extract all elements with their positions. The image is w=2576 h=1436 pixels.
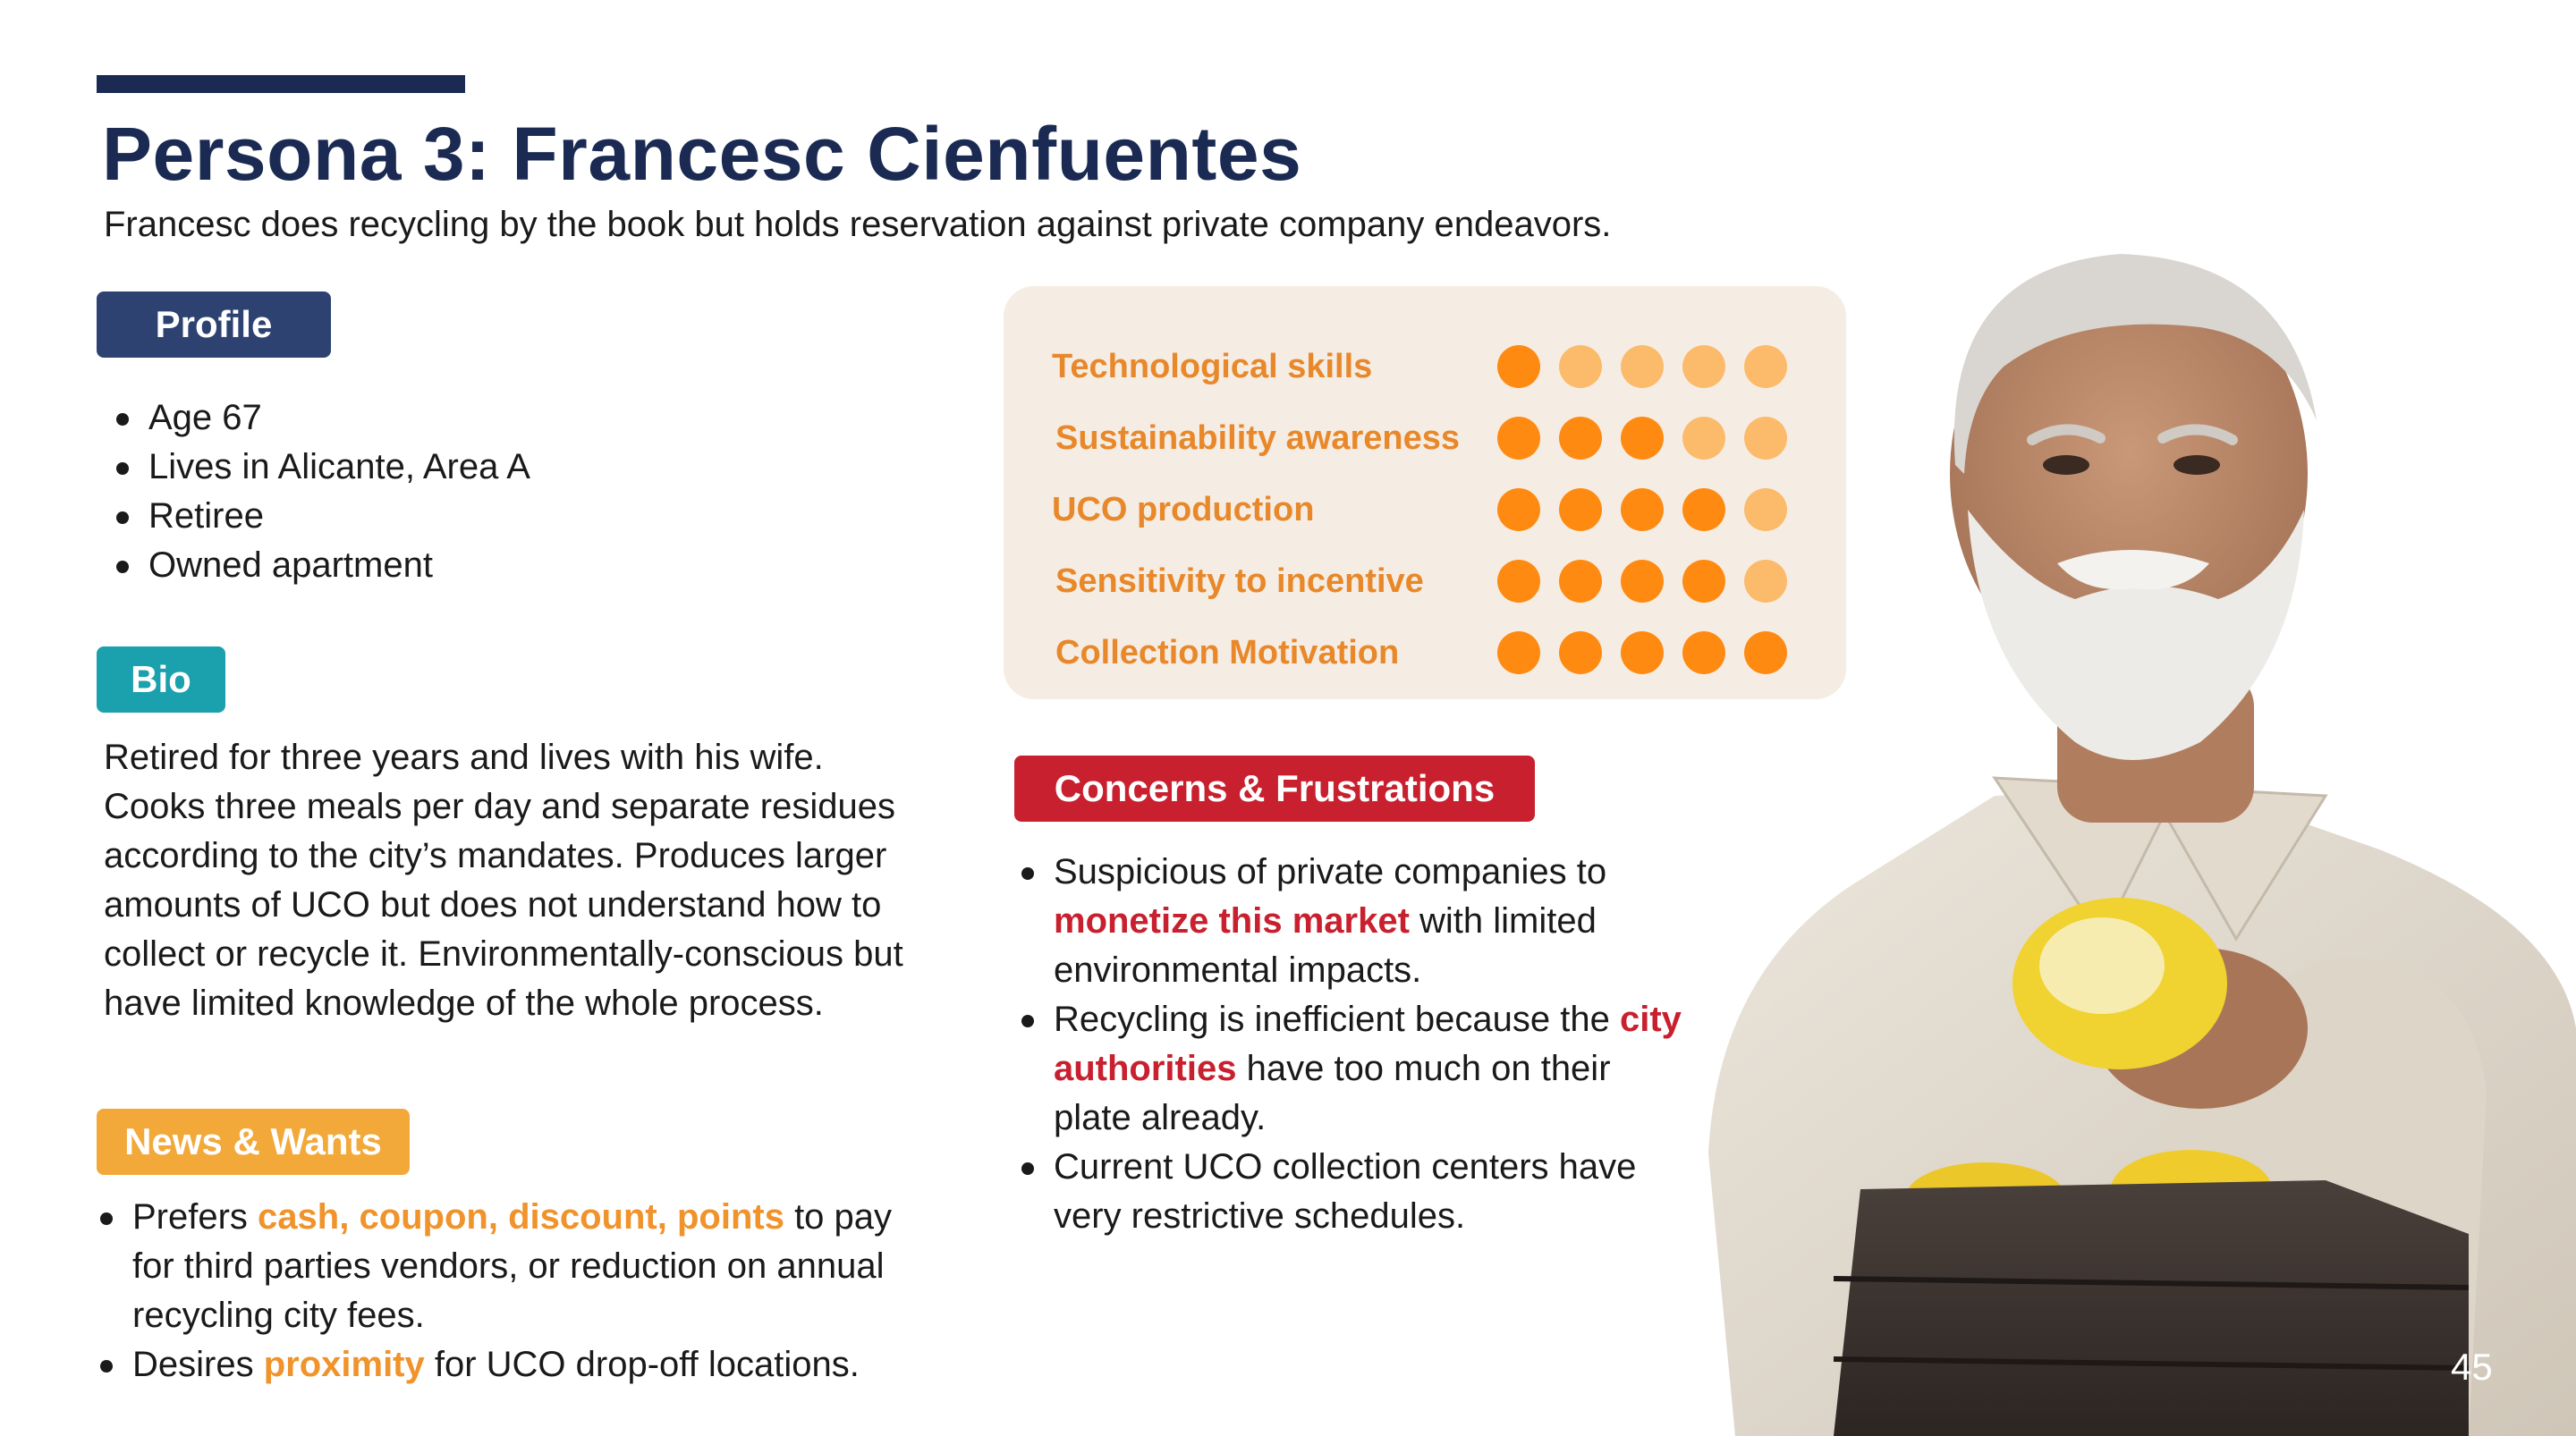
rating-label: Sustainability awareness <box>1055 419 1460 457</box>
rating-label: Sensitivity to incentive <box>1055 562 1424 600</box>
rating-row-collection-motivation: Collection Motivation <box>1052 626 1821 680</box>
rating-dot-empty <box>1744 417 1787 460</box>
rating-row-technological-skills: Technological skills <box>1052 340 1821 393</box>
rating-dot-empty <box>1744 345 1787 388</box>
profile-item-housing: Owned apartment <box>102 541 907 590</box>
news-item: Desires proximity for UCO drop-off locat… <box>86 1340 918 1390</box>
rating-dot-filled <box>1682 560 1725 603</box>
bio-heading: Bio <box>97 646 225 713</box>
rating-label: Collection Motivation <box>1055 634 1400 672</box>
profile-list: Age 67 Lives in Alicante, Area A Retiree… <box>102 393 907 590</box>
news-wants-heading: News & Wants <box>97 1109 410 1175</box>
rating-dot-filled <box>1497 345 1540 388</box>
rating-dot-empty <box>1682 417 1725 460</box>
rating-dot-filled <box>1559 417 1602 460</box>
rating-row-uco-production: UCO production <box>1052 483 1821 536</box>
rating-dot-filled <box>1559 631 1602 674</box>
page-number: 45 <box>2451 1346 2493 1388</box>
brow-shape <box>2157 424 2238 445</box>
eye-shape <box>2043 455 2089 475</box>
rating-dot-empty <box>1682 345 1725 388</box>
rating-dot-filled <box>1497 631 1540 674</box>
profile-item-age: Age 67 <box>102 393 907 443</box>
rating-dot-filled <box>1497 417 1540 460</box>
brow-shape <box>2027 424 2106 445</box>
profile-item-occupation: Retiree <box>102 492 907 541</box>
rating-dot-filled <box>1621 488 1664 531</box>
news-item: Prefers cash, coupon, discount, points t… <box>86 1193 918 1340</box>
rating-row-sustainability-awareness: Sustainability awareness <box>1052 411 1821 465</box>
crate-shape <box>1834 1180 2469 1436</box>
crate-slat-shape <box>1833 1276 2470 1371</box>
news-highlight: proximity <box>263 1345 425 1384</box>
rating-dot-filled <box>1559 488 1602 531</box>
concerns-heading: Concerns & Frustrations <box>1014 756 1535 822</box>
rating-dot-empty <box>1744 488 1787 531</box>
head-shape <box>1950 261 2308 687</box>
rating-dot-filled <box>1682 631 1725 674</box>
concern-item: Current UCO collection centers have very… <box>1007 1143 1687 1241</box>
persona-photo <box>1708 254 2576 1436</box>
rating-dot-filled <box>1497 488 1540 531</box>
rating-dot-empty <box>1559 345 1602 388</box>
concerns-list: Suspicious of private companies to monet… <box>1007 848 1687 1241</box>
eye-shape <box>2174 455 2220 475</box>
concern-item: Recycling is inefficient because the cit… <box>1007 995 1687 1143</box>
bio-text: Retired for three years and lives with h… <box>104 738 903 1023</box>
rating-dot-filled <box>1497 560 1540 603</box>
rating-dot-filled <box>1621 417 1664 460</box>
rating-dot-filled <box>1621 560 1664 603</box>
mustache-shape <box>2057 550 2209 590</box>
page-subtitle: Francesc does recycling by the book but … <box>104 205 1612 244</box>
ratings-panel: Technological skills Sustainability awar… <box>1004 286 1846 699</box>
rating-label: Technological skills <box>1052 348 1373 385</box>
rating-dot-filled <box>1621 631 1664 674</box>
concern-highlight: monetize this market <box>1054 901 1410 941</box>
profile-heading: Profile <box>97 291 331 358</box>
rating-dot-filled <box>1744 631 1787 674</box>
rating-row-sensitivity-to-incentive: Sensitivity to incentive <box>1052 554 1821 608</box>
beard-shape <box>1968 510 2304 760</box>
lemon-cut-shape <box>2039 917 2165 1014</box>
page-title: Persona 3: Francesc Cienfuentes <box>102 112 1302 196</box>
rating-dot-filled <box>1682 488 1725 531</box>
profile-item-location: Lives in Alicante, Area A <box>102 443 907 492</box>
concern-highlight: city authorities <box>1054 1000 1682 1088</box>
rating-dot-empty <box>1744 560 1787 603</box>
concern-item: Suspicious of private companies to monet… <box>1007 848 1687 995</box>
hair-shape <box>1953 254 2317 474</box>
rating-dot-empty <box>1621 345 1664 388</box>
title-accent-bar <box>97 75 465 93</box>
rating-dot-filled <box>1559 560 1602 603</box>
news-highlight: cash, coupon, discount, points <box>258 1197 784 1237</box>
rating-label: UCO production <box>1052 491 1315 528</box>
news-wants-list: Prefers cash, coupon, discount, points t… <box>86 1193 918 1390</box>
